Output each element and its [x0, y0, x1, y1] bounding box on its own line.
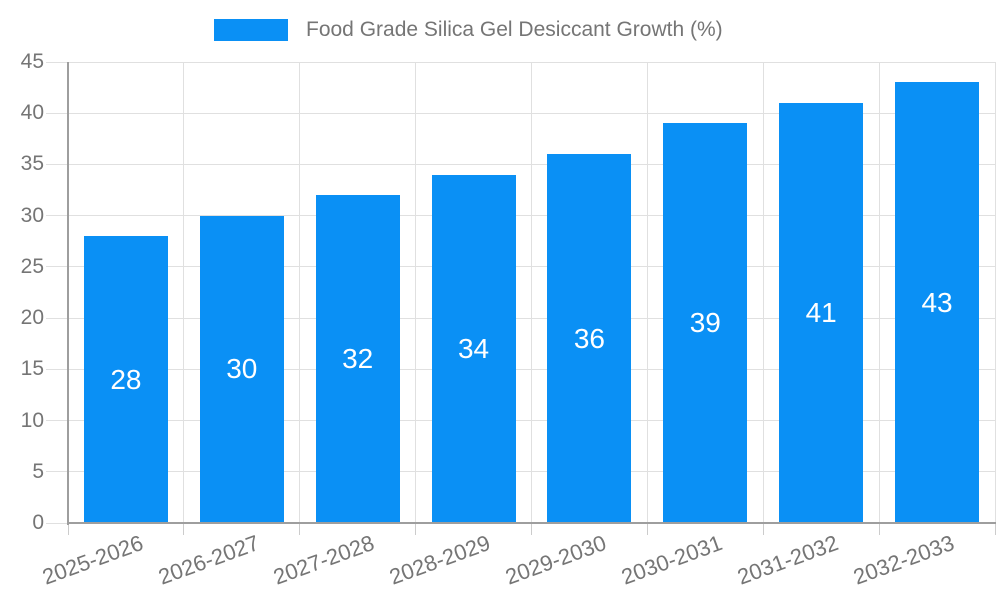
y-axis-tick [46, 471, 68, 473]
bar-value-label: 28 [110, 363, 142, 395]
y-axis-tick [46, 368, 68, 370]
y-axis-label: 30 [20, 203, 44, 227]
x-axis-label: 2032-2033 [849, 530, 958, 590]
y-axis-tick [46, 420, 68, 422]
gridline-vertical [878, 62, 880, 523]
bar[interactable] [547, 154, 632, 523]
bar-value-label: 32 [342, 343, 374, 375]
y-axis-label: 15 [20, 357, 44, 381]
y-axis-tick [46, 317, 68, 319]
x-axis-label: 2031-2032 [733, 530, 842, 590]
y-axis-line [67, 62, 69, 525]
bar-value-label: 36 [573, 322, 606, 354]
legend-swatch [214, 19, 288, 41]
y-axis-label: 25 [20, 254, 44, 278]
bar[interactable] [315, 195, 400, 523]
bar[interactable] [895, 82, 980, 523]
bar[interactable] [431, 174, 516, 523]
bar-value-label: 34 [457, 332, 490, 364]
x-axis-line [67, 522, 996, 524]
y-axis-tick [46, 215, 68, 217]
x-axis-tick [67, 523, 69, 535]
x-axis-label: 2030-2031 [618, 530, 726, 590]
x-axis-tick [762, 523, 764, 535]
bar[interactable] [199, 215, 284, 523]
gridline-vertical [531, 62, 532, 523]
bar-value-label: 43 [921, 286, 953, 318]
x-axis-tick [183, 523, 185, 535]
x-axis-tick [299, 523, 301, 535]
x-axis-label: 2028-2029 [386, 530, 494, 590]
chart-title: Food Grade Silica Gel Desiccant Growth (… [306, 18, 723, 41]
x-axis-tick [878, 523, 880, 535]
y-axis-tick [46, 61, 68, 63]
x-axis-tick [646, 523, 648, 535]
legend-item[interactable]: Food Grade Silica Gel Desiccant Growth (… [214, 17, 723, 43]
y-axis-tick [46, 112, 68, 114]
bar-value-label: 39 [689, 307, 721, 339]
y-axis-label: 20 [20, 306, 44, 330]
gridline-vertical [183, 62, 185, 523]
x-axis-label: 2027-2028 [270, 530, 378, 590]
bar-value-label: 30 [226, 353, 258, 385]
gridline-vertical [299, 62, 301, 523]
y-axis-label: 45 [20, 50, 44, 73]
y-axis-tick [46, 266, 68, 268]
x-axis-tick [994, 523, 996, 535]
gridline-vertical [415, 62, 417, 523]
x-axis-tick [531, 523, 532, 535]
gridline-vertical [994, 62, 996, 523]
x-axis-label: 2026-2027 [154, 530, 263, 590]
bar-value-label: 41 [805, 296, 837, 328]
bar[interactable] [779, 102, 864, 523]
y-axis-label: 5 [32, 459, 44, 483]
y-axis-label: 0 [32, 511, 44, 534]
x-axis-label: 2029-2030 [502, 530, 610, 590]
y-axis-label: 10 [20, 408, 44, 432]
y-axis-tick [46, 522, 68, 524]
bar[interactable] [83, 236, 168, 523]
gridline-vertical [762, 62, 764, 523]
bar[interactable] [663, 123, 748, 523]
x-axis-label: 2025-2026 [38, 530, 147, 590]
y-axis-label: 40 [20, 101, 44, 125]
y-axis-tick [46, 163, 68, 165]
gridline-vertical [646, 62, 648, 523]
y-axis-label: 35 [20, 152, 44, 176]
x-axis-tick [415, 523, 417, 535]
